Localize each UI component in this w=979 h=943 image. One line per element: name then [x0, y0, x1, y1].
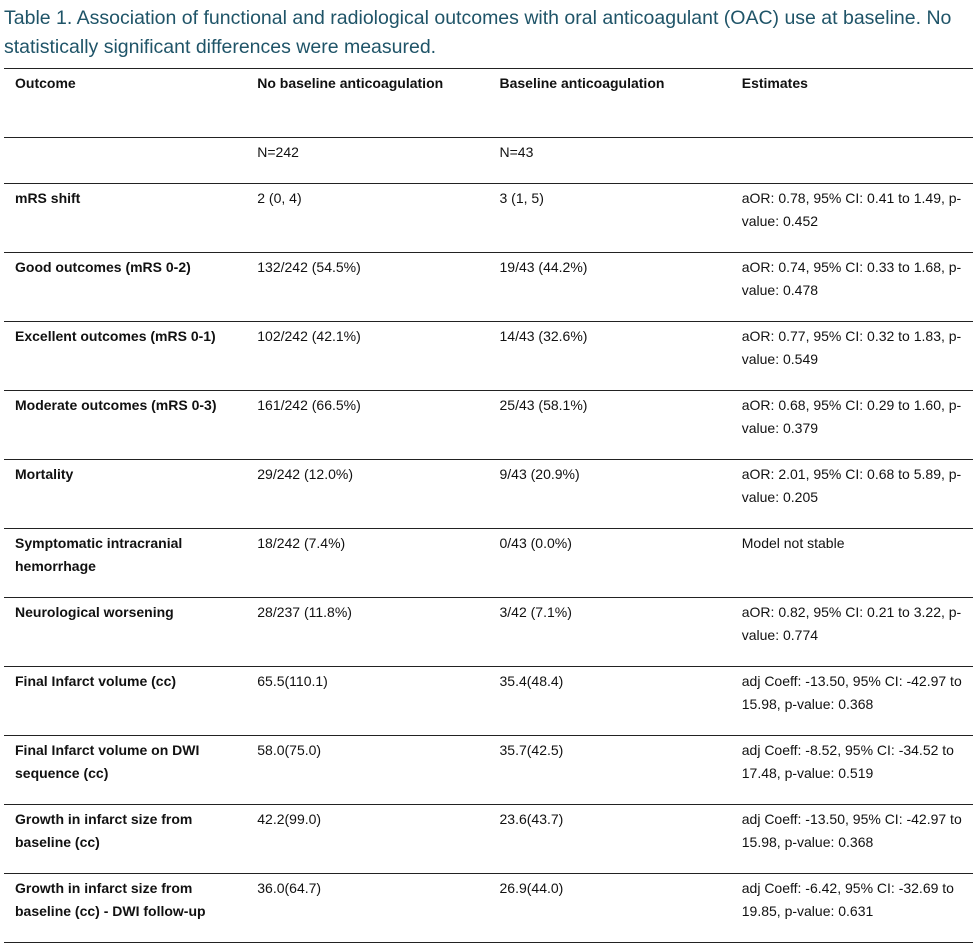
- baseline-cell: 0/43 (0.0%): [488, 528, 731, 598]
- outcome-cell: Excellent outcomes (mRS 0-1): [4, 321, 247, 391]
- baseline-cell: 25/43 (58.1%): [488, 390, 731, 460]
- table-row: Mortality 29/242 (12.0%) 9/43 (20.9%) aOR: …: [4, 459, 973, 529]
- cell: [730, 137, 973, 184]
- estimate-cell: aOR: 0.68, 95% CI: 0.29 to 1.60, p-value…: [730, 390, 973, 460]
- header-row: Outcome No baseline anticoagulation Base…: [4, 68, 973, 138]
- outcome-cell: Mortality: [4, 459, 247, 529]
- outcome-cell: Good outcomes (mRS 0-2): [4, 252, 247, 322]
- table-row: Growth in infarct size from baseline (cc…: [4, 804, 973, 874]
- baseline-cell: 9/43 (20.9%): [488, 459, 731, 529]
- baseline-cell: 26.9(44.0): [488, 873, 731, 943]
- cell: [4, 137, 247, 184]
- baseline-cell: 23.6(43.7): [488, 804, 731, 874]
- estimate-cell: aOR: 0.78, 95% CI: 0.41 to 1.49, p-value…: [730, 183, 973, 253]
- table-row: Neurological worsening 28/237 (11.8%) 3/42…: [4, 597, 973, 667]
- estimate-cell: aOR: 0.77, 95% CI: 0.32 to 1.83, p-value…: [730, 321, 973, 391]
- header-baseline: Baseline anticoagulation: [488, 68, 731, 138]
- table-row: Good outcomes (mRS 0-2) 132/242 (54.5%) 19…: [4, 252, 973, 322]
- table-row: Symptomatic intracranial hemorrhage 18/24…: [4, 528, 973, 598]
- estimate-cell: aOR: 2.01, 95% CI: 0.68 to 5.89, p-value…: [730, 459, 973, 529]
- estimate-cell: aOR: 0.74, 95% CI: 0.33 to 1.68, p-value…: [730, 252, 973, 322]
- no-baseline-cell: 65.5(110.1): [246, 666, 489, 736]
- baseline-cell: 35.4(48.4): [488, 666, 731, 736]
- estimate-cell: adj Coeff: -13.50, 95% CI: -42.97 to 15.…: [730, 666, 973, 736]
- baseline-cell: 35.7(42.5): [488, 735, 731, 805]
- no-baseline-cell: 102/242 (42.1%): [246, 321, 489, 391]
- baseline-cell: 19/43 (44.2%): [488, 252, 731, 322]
- estimate-cell: aOR: 0.82, 95% CI: 0.21 to 3.22, p-value…: [730, 597, 973, 667]
- table-row: Final Infarct volume (cc) 65.5(110.1) 35.4…: [4, 666, 973, 736]
- table-caption: Table 1. Association of functional and r…: [4, 7, 952, 58]
- table-row: Growth in infarct size from baseline (cc…: [4, 873, 973, 943]
- no-baseline-cell: 2 (0, 4): [246, 183, 489, 253]
- no-baseline-cell: 28/237 (11.8%): [246, 597, 489, 667]
- no-baseline-cell: 58.0(75.0): [246, 735, 489, 805]
- sample-size-row: N=242 N=43: [4, 137, 973, 184]
- outcome-cell: Final Infarct volume (cc): [4, 666, 247, 736]
- outcome-cell: Neurological worsening: [4, 597, 247, 667]
- no-baseline-cell: 36.0(64.7): [246, 873, 489, 943]
- cell: N=43: [488, 137, 731, 184]
- table-row: Excellent outcomes (mRS 0-1) 102/242 (42.…: [4, 321, 973, 391]
- outcomes-table: Outcome No baseline anticoagulation Base…: [4, 68, 973, 943]
- baseline-cell: 14/43 (32.6%): [488, 321, 731, 391]
- outcome-cell: Final Infarct volume on DWI sequence (cc…: [4, 735, 247, 805]
- baseline-cell: 3/42 (7.1%): [488, 597, 731, 667]
- table-row: Moderate outcomes (mRS 0-3) 161/242 (66.5…: [4, 390, 973, 460]
- estimate-cell: adj Coeff: -6.42, 95% CI: -32.69 to 19.8…: [730, 873, 973, 943]
- outcome-cell: Symptomatic intracranial hemorrhage: [4, 528, 247, 598]
- estimate-cell: adj Coeff: -13.50, 95% CI: -42.97 to 15.…: [730, 804, 973, 874]
- header-outcome: Outcome: [4, 68, 247, 138]
- no-baseline-cell: 18/242 (7.4%): [246, 528, 489, 598]
- no-baseline-cell: 42.2(99.0): [246, 804, 489, 874]
- no-baseline-cell: 29/242 (12.0%): [246, 459, 489, 529]
- outcome-cell: Growth in infarct size from baseline (cc…: [4, 804, 247, 874]
- cell: N=242: [246, 137, 489, 184]
- table-row: Final Infarct volume on DWI sequence (cc…: [4, 735, 973, 805]
- estimate-cell: adj Coeff: -8.52, 95% CI: -34.52 to 17.4…: [730, 735, 973, 805]
- header-estimates: Estimates: [730, 68, 973, 138]
- outcome-cell: Moderate outcomes (mRS 0-3): [4, 390, 247, 460]
- baseline-cell: 3 (1, 5): [488, 183, 731, 253]
- outcome-cell: Growth in infarct size from baseline (cc…: [4, 873, 247, 943]
- no-baseline-cell: 132/242 (54.5%): [246, 252, 489, 322]
- header-no-baseline: No baseline anticoagulation: [246, 68, 489, 138]
- outcome-cell: mRS shift: [4, 183, 247, 253]
- table-row: mRS shift 2 (0, 4) 3 (1, 5) aOR: 0.78, 95% …: [4, 183, 973, 253]
- estimate-cell: Model not stable: [730, 528, 973, 598]
- no-baseline-cell: 161/242 (66.5%): [246, 390, 489, 460]
